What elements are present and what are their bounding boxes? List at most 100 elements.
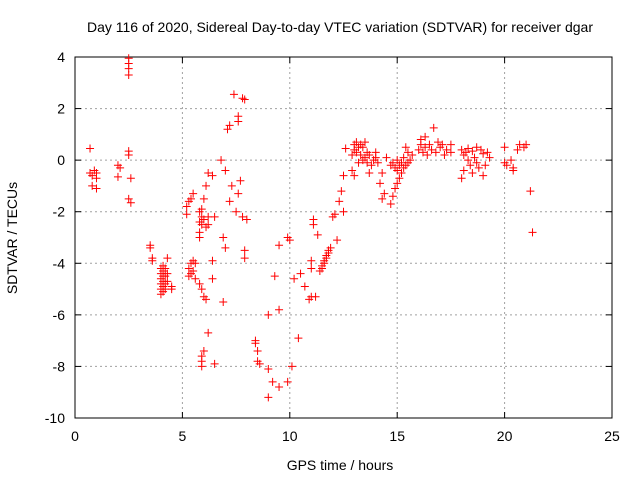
data-point bbox=[217, 156, 226, 165]
data-point bbox=[146, 243, 155, 252]
data-point bbox=[113, 172, 122, 181]
data-point bbox=[264, 393, 273, 402]
data-point bbox=[208, 274, 217, 283]
data-point bbox=[418, 148, 427, 157]
data-point bbox=[191, 259, 200, 268]
data-point bbox=[189, 267, 198, 276]
data-point bbox=[88, 181, 97, 190]
data-point bbox=[360, 153, 369, 162]
data-point bbox=[275, 383, 284, 392]
data-point bbox=[290, 274, 299, 283]
y-tick-label: -8 bbox=[53, 358, 66, 374]
data-point bbox=[423, 150, 432, 159]
data-point bbox=[438, 140, 447, 149]
data-point bbox=[335, 197, 344, 206]
data-point bbox=[126, 174, 135, 183]
data-point bbox=[161, 264, 170, 273]
data-point bbox=[348, 166, 357, 175]
data-point bbox=[431, 148, 440, 157]
data-point bbox=[397, 169, 406, 178]
data-point bbox=[163, 254, 172, 263]
data-point bbox=[202, 181, 211, 190]
data-point bbox=[219, 233, 228, 242]
data-point bbox=[309, 220, 318, 229]
y-tick-label: 4 bbox=[57, 49, 65, 65]
data-point bbox=[124, 150, 133, 159]
data-point bbox=[350, 171, 359, 180]
data-point bbox=[219, 297, 228, 306]
data-point bbox=[225, 121, 234, 130]
data-point bbox=[476, 145, 485, 154]
data-point bbox=[182, 202, 191, 211]
data-point bbox=[186, 194, 195, 203]
data-point bbox=[197, 362, 206, 371]
data-point bbox=[466, 161, 475, 170]
data-point bbox=[208, 256, 217, 265]
data-point bbox=[163, 269, 172, 278]
chart-title: Day 116 of 2020, Sidereal Day-to-day VTE… bbox=[87, 19, 593, 35]
x-tick-label: 20 bbox=[497, 428, 513, 444]
data-point bbox=[414, 145, 423, 154]
data-point bbox=[356, 150, 365, 159]
data-point bbox=[255, 359, 264, 368]
data-point bbox=[339, 171, 348, 180]
data-point bbox=[509, 166, 518, 175]
data-point bbox=[229, 90, 238, 99]
data-point bbox=[348, 150, 357, 159]
data-point bbox=[365, 169, 374, 178]
data-point bbox=[429, 123, 438, 132]
data-point bbox=[352, 138, 361, 147]
data-point bbox=[264, 365, 273, 374]
y-tick-label: -2 bbox=[53, 204, 66, 220]
data-point bbox=[483, 148, 492, 157]
data-point bbox=[434, 138, 443, 147]
data-point bbox=[446, 140, 455, 149]
data-point bbox=[197, 285, 206, 294]
x-axis-label: GPS time / hours bbox=[287, 457, 394, 473]
data-point bbox=[92, 184, 101, 193]
data-point bbox=[197, 205, 206, 214]
y-tick-label: 2 bbox=[57, 101, 65, 117]
data-point bbox=[126, 198, 135, 207]
data-point bbox=[242, 215, 251, 224]
data-point bbox=[296, 269, 305, 278]
data-point bbox=[124, 194, 133, 203]
data-point bbox=[365, 150, 374, 159]
data-point bbox=[283, 377, 292, 386]
data-point bbox=[457, 174, 466, 183]
data-point bbox=[202, 295, 211, 304]
data-point bbox=[240, 246, 249, 255]
data-point bbox=[232, 207, 241, 216]
data-point bbox=[234, 112, 243, 121]
data-point bbox=[528, 228, 537, 237]
data-point bbox=[442, 145, 451, 154]
data-point bbox=[526, 187, 535, 196]
data-point bbox=[195, 233, 204, 242]
data-point bbox=[199, 215, 208, 224]
data-point bbox=[386, 199, 395, 208]
data-point bbox=[240, 95, 249, 104]
data-point bbox=[339, 207, 348, 216]
data-point bbox=[352, 148, 361, 157]
data-point bbox=[324, 248, 333, 257]
data-point bbox=[204, 328, 213, 337]
data-point bbox=[300, 282, 309, 291]
data-point bbox=[507, 156, 516, 165]
data-point bbox=[294, 334, 303, 343]
data-point bbox=[522, 140, 531, 149]
data-point bbox=[464, 156, 473, 165]
data-point bbox=[459, 166, 468, 175]
data-point bbox=[253, 346, 262, 355]
data-point bbox=[287, 362, 296, 371]
data-point bbox=[485, 153, 494, 162]
data-point bbox=[238, 94, 247, 103]
data-point bbox=[234, 189, 243, 198]
data-point bbox=[470, 153, 479, 162]
x-tick-label: 10 bbox=[282, 428, 298, 444]
data-point bbox=[341, 144, 350, 153]
data-point bbox=[210, 212, 219, 221]
data-point bbox=[393, 179, 402, 188]
plot-frame bbox=[74, 56, 613, 419]
data-point bbox=[204, 220, 213, 229]
